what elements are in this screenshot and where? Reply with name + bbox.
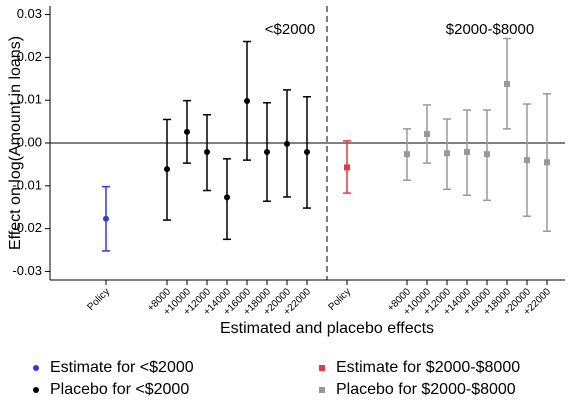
legend-label: Estimate for <$2000 (50, 359, 194, 376)
y-tick-label: 0.01 (17, 92, 42, 107)
y-tick-label: 0.02 (17, 49, 42, 64)
y-tick-label: 0.00 (17, 134, 42, 149)
point (344, 164, 350, 171)
point (103, 215, 109, 222)
legend-marker (319, 365, 325, 371)
point (244, 98, 250, 105)
y-tick-label: -0.02 (12, 220, 42, 235)
point (304, 148, 310, 155)
point (524, 157, 530, 164)
legend-marker (33, 387, 39, 393)
x-tick-label: Policy (326, 286, 353, 313)
annotation: $2000-$8000 (446, 21, 534, 38)
x-tick-label: Policy (85, 286, 112, 313)
point (484, 151, 490, 158)
point (224, 194, 230, 201)
y-tick-label: 0.03 (17, 6, 42, 21)
y-tick-label: -0.01 (12, 177, 42, 192)
point (164, 166, 170, 173)
legend-marker (33, 365, 39, 371)
point (504, 80, 510, 87)
annotation: <$2000 (265, 21, 315, 38)
y-tick-label: -0.03 (12, 263, 42, 278)
y-axis-label: Effect on log(Amount in loans) (7, 36, 24, 250)
point (544, 159, 550, 166)
legend-label: Placebo for <$2000 (50, 381, 189, 398)
point (204, 148, 210, 155)
legend-label: Estimate for $2000-$8000 (336, 359, 520, 376)
point (444, 150, 450, 157)
point (404, 151, 410, 158)
legend-marker (319, 387, 325, 393)
legend-label: Placebo for $2000-$8000 (336, 381, 516, 398)
point (264, 148, 270, 155)
point (284, 140, 290, 147)
point (424, 131, 430, 138)
x-axis-label: Estimated and placebo effects (220, 320, 434, 337)
point (184, 128, 190, 135)
point (464, 148, 470, 155)
